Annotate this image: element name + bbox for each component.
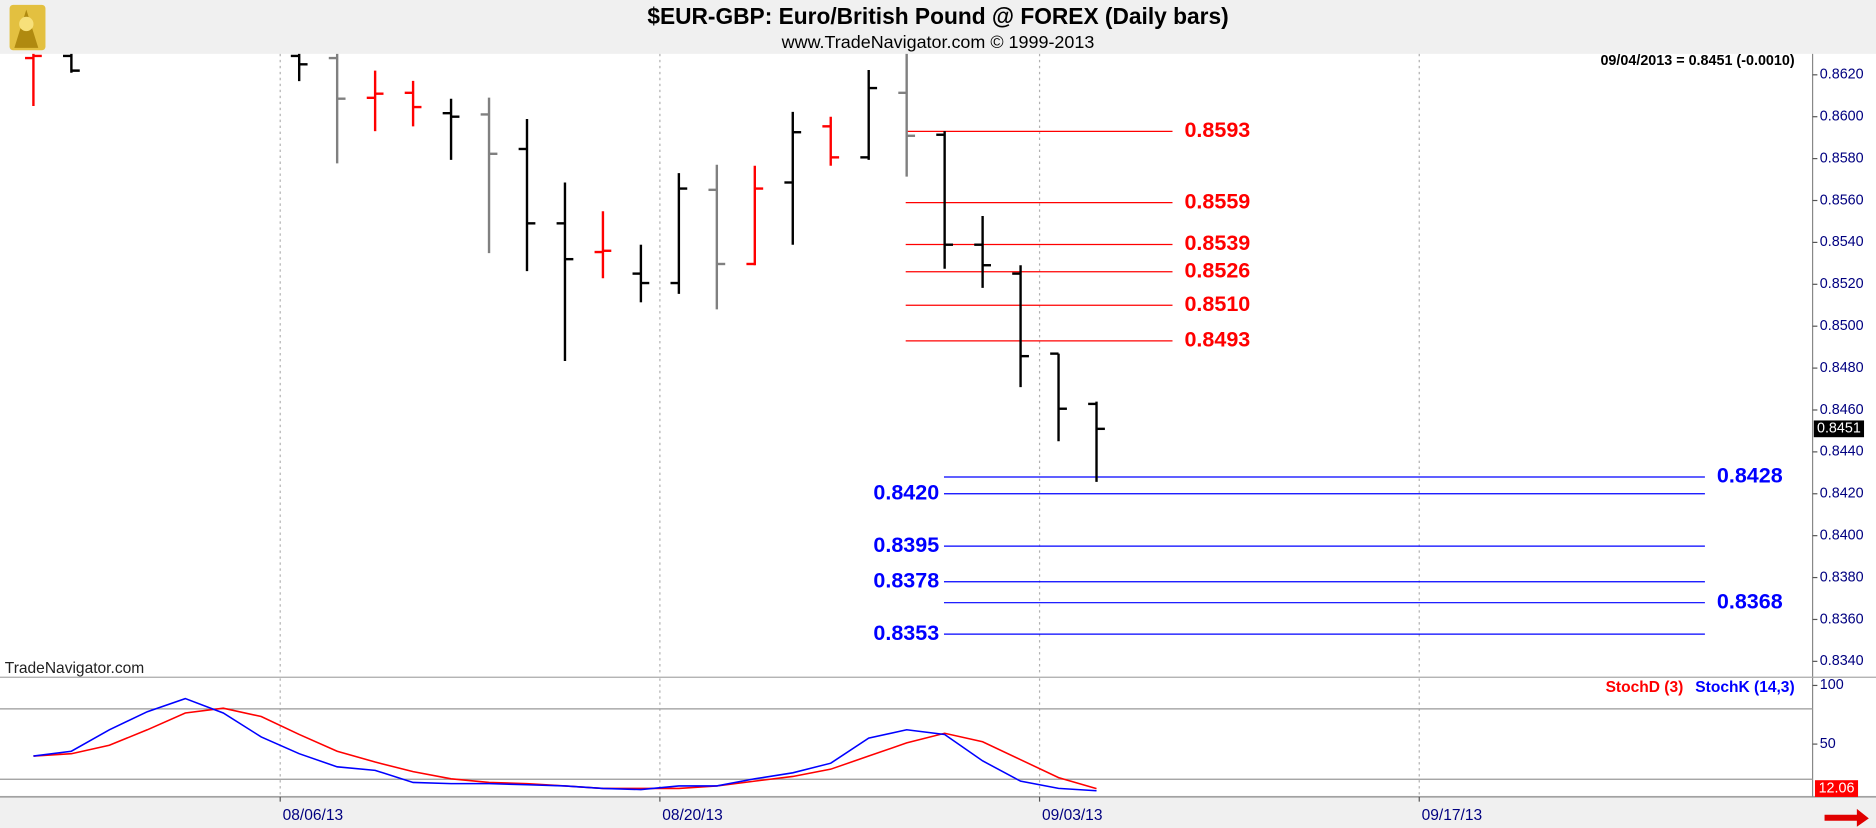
y-tick-label: 0.8480 xyxy=(1820,360,1864,376)
level-label: 0.8428 xyxy=(1717,464,1783,488)
info-label: 09/04/2013 = 0.8451 (-0.0010) xyxy=(1600,53,1794,69)
scroll-arrow[interactable] xyxy=(1824,808,1869,827)
y-tick-label: 0.8460 xyxy=(1820,402,1864,418)
x-tick-label: 09/03/13 xyxy=(1042,807,1103,824)
axes: 08/06/13 08/20/13 09/03/13 09/17/13 0.8340 0.… xyxy=(279,67,1865,824)
y-tick-label: 0.8440 xyxy=(1820,444,1864,460)
stoch-panel: StochK (14,3) StochD (3) xyxy=(0,679,1813,792)
y-tick-label: 100 xyxy=(1820,677,1844,693)
level-label: 0.8526 xyxy=(1184,258,1250,282)
last-value-box xyxy=(1814,780,1859,797)
plot-area xyxy=(0,53,1813,796)
x-tick-label: 09/17/13 xyxy=(1422,807,1483,824)
level-label: 0.8368 xyxy=(1717,589,1783,613)
y-tick-label: 0.8620 xyxy=(1820,67,1864,83)
x-tick-label: 08/20/13 xyxy=(662,807,723,824)
level-label: 0.8539 xyxy=(1184,231,1250,255)
price-grid xyxy=(279,53,1420,797)
level-label: 0.8420 xyxy=(873,480,939,504)
legend-entry: StochK (14,3) xyxy=(1695,679,1794,696)
stoch-line xyxy=(33,697,1097,792)
y-tick-label: 0.8340 xyxy=(1820,653,1864,669)
logo xyxy=(9,4,46,51)
y-tick-label: 0.8580 xyxy=(1820,150,1864,166)
y-tick-label: 0.8500 xyxy=(1820,318,1864,334)
y-tick-label: 0.8400 xyxy=(1820,527,1864,543)
y-tick-label: 0.8420 xyxy=(1820,486,1864,502)
level-label: 0.8510 xyxy=(1184,292,1250,316)
level-label: 0.8593 xyxy=(1184,118,1250,142)
level-label: 0.8353 xyxy=(873,621,939,645)
level-label: 0.8395 xyxy=(873,533,939,557)
y-tick-label: 0.8600 xyxy=(1820,109,1864,125)
last-price-label: 0.8451 xyxy=(1817,421,1861,437)
price-panel: 0.8593 0.8559 0.8539 0.8526 0.8510 0.8493 0.84… xyxy=(25,53,1783,645)
y-tick-label: 0.8540 xyxy=(1820,234,1864,250)
y-tick-label: 0.8560 xyxy=(1820,192,1864,208)
watermark: TradeNavigator.com xyxy=(5,660,144,677)
level-label: 0.8378 xyxy=(873,568,939,592)
x-tick-label: 08/06/13 xyxy=(283,807,344,824)
y-tick-label: 50 xyxy=(1820,736,1836,752)
level-label: 0.8559 xyxy=(1184,189,1250,213)
y-tick-label: 0.8380 xyxy=(1820,569,1864,585)
last-price-box xyxy=(1813,420,1865,438)
y-tick-label: 0.8520 xyxy=(1820,276,1864,292)
chart-title: $EUR-GBP: Euro/British Pound @ FOREX (Da… xyxy=(647,3,1228,29)
legend-entry: StochD (3) xyxy=(1606,679,1684,696)
chart-subtitle: www.TradeNavigator.com © 1999-2013 xyxy=(781,32,1095,52)
last-value-label: 12.06 xyxy=(1819,780,1855,796)
y-tick-label: 0.8360 xyxy=(1820,611,1864,627)
level-label: 0.8493 xyxy=(1184,328,1250,352)
